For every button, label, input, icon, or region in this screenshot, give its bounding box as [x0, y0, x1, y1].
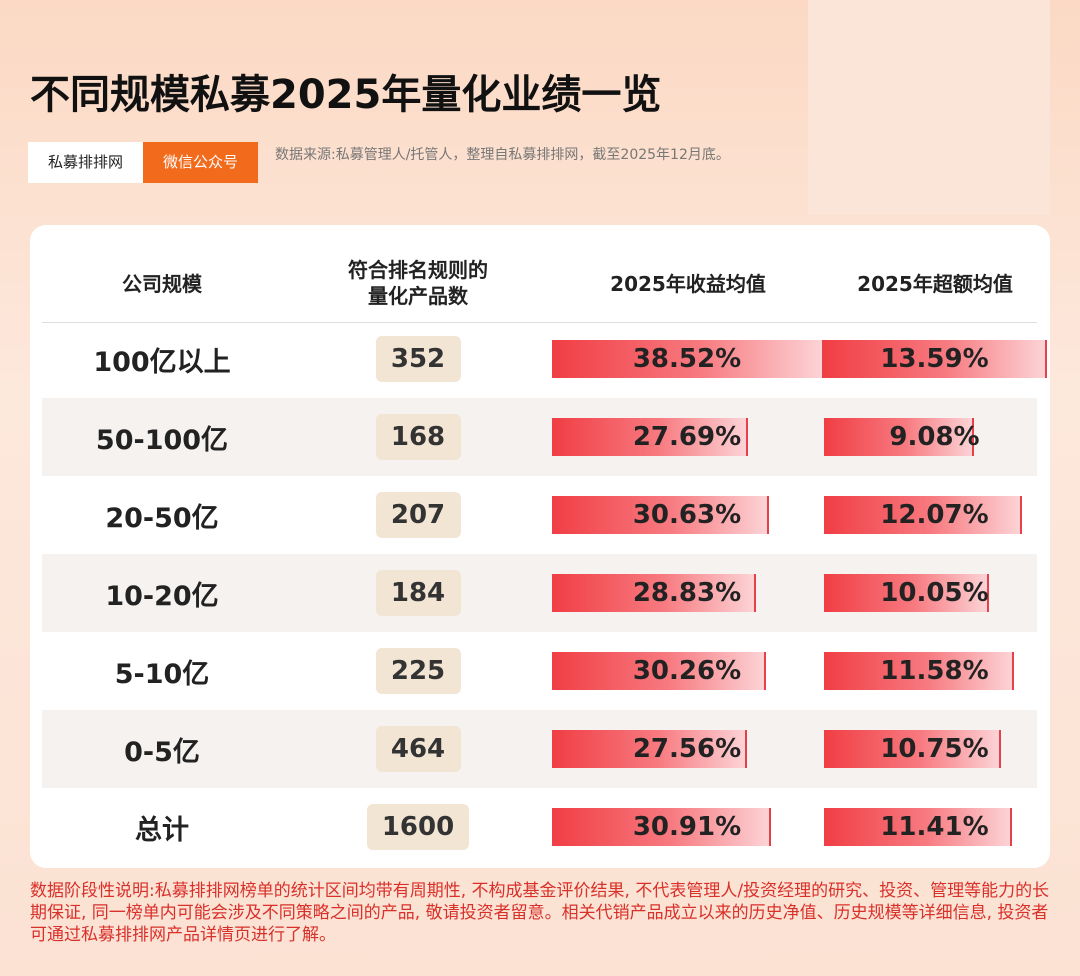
excess-bar [824, 496, 1023, 534]
count-pill: 184 [375, 570, 461, 616]
return-bar [552, 496, 769, 534]
scale-label: 10-20亿 [105, 580, 219, 612]
scale-label: 0-5亿 [124, 736, 200, 768]
count-pill: 207 [375, 492, 461, 538]
count-pill: 225 [375, 648, 461, 694]
return-label: 28.83% [632, 578, 742, 608]
decoration [808, 0, 1050, 215]
return-label: 30.91% [632, 812, 742, 842]
excess-bar [824, 418, 974, 456]
count-pill: 168 [375, 414, 461, 460]
return-bar [552, 808, 771, 846]
tag: 微信公众号 [143, 142, 258, 183]
excess-label: 12.07% [880, 500, 989, 530]
return-label: 27.69% [632, 422, 742, 452]
return-label: 38.52% [632, 344, 742, 374]
return-bar [552, 574, 757, 612]
scale-label: 20-50亿 [105, 502, 219, 534]
return-label: 30.63% [632, 500, 742, 530]
count-pill: 464 [375, 726, 461, 772]
scale-label: 50-100亿 [95, 424, 229, 456]
title: 不同规模私募2025年量化业绩一览 [30, 72, 662, 118]
excess-bar [824, 340, 1047, 378]
return-label: 30.26% [632, 656, 742, 686]
return-label: 27.56% [632, 734, 742, 764]
excess-label: 10.05% [880, 578, 989, 608]
excess-label: 10.75% [880, 734, 989, 764]
count-pill: 352 [375, 336, 461, 382]
source-note: 数据来源:私募管理人/托管人，整理自私募排排网，截至2025年12月底。 [275, 147, 730, 163]
excess-bar [824, 730, 1001, 768]
header-divider [42, 322, 1037, 323]
excess-label: 9.08% [889, 422, 980, 452]
excess-bar [824, 808, 1012, 846]
footnote: 数据阶段性说明:私募排排网榜单的统计区间均带有周期性, 不构成基金评价结果, 不… [30, 881, 1050, 945]
column-header: 符合排名规则的量化产品数 [348, 257, 488, 308]
return-bar [552, 730, 748, 768]
scale-label: 5-10亿 [114, 658, 210, 690]
column-header: 2025年超额均值 [857, 272, 1013, 296]
excess-label: 11.41% [880, 812, 989, 842]
excess-bar [824, 574, 990, 612]
excess-label: 11.58% [880, 656, 989, 686]
return-bar [552, 418, 749, 456]
tag: 私募排排网 [28, 142, 143, 183]
count-pill: 1600 [367, 804, 469, 850]
scale-label: 总计 [135, 814, 189, 846]
column-header: 2025年收益均值 [610, 272, 766, 296]
column-header: 公司规模 [122, 272, 202, 296]
scale-label: 100亿以上 [93, 346, 231, 378]
excess-label: 13.59% [880, 344, 989, 374]
excess-bar [824, 652, 1015, 690]
return-bar [552, 652, 767, 690]
return-bar [552, 340, 824, 378]
